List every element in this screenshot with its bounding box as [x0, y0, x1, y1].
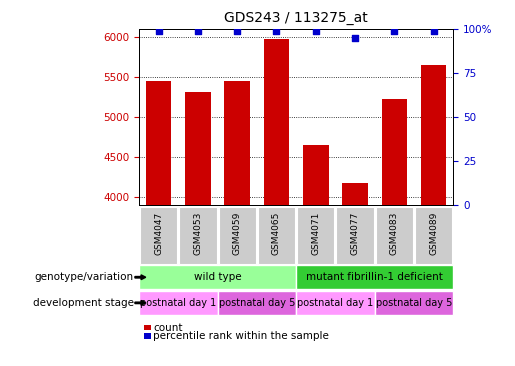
- Text: GSM4065: GSM4065: [272, 211, 281, 255]
- Text: GSM4053: GSM4053: [194, 211, 202, 255]
- Bar: [303, 145, 329, 205]
- Text: postnatal day 1: postnatal day 1: [140, 298, 216, 308]
- Bar: [297, 207, 334, 264]
- Text: GSM4047: GSM4047: [154, 211, 163, 255]
- Point: [272, 28, 281, 34]
- Text: postnatal day 5: postnatal day 5: [219, 298, 295, 308]
- Bar: [342, 183, 368, 205]
- Text: development stage: development stage: [33, 298, 134, 308]
- Bar: [296, 265, 453, 289]
- Text: genotype/variation: genotype/variation: [35, 272, 134, 282]
- Bar: [225, 81, 250, 205]
- Bar: [217, 291, 296, 315]
- Bar: [415, 207, 452, 264]
- Point: [312, 28, 320, 34]
- Point: [233, 28, 242, 34]
- Point: [351, 35, 359, 41]
- Bar: [140, 207, 177, 264]
- Bar: [264, 39, 289, 205]
- Point: [430, 28, 438, 34]
- Text: postnatal day 1: postnatal day 1: [297, 298, 373, 308]
- Bar: [336, 207, 374, 264]
- Text: mutant fibrillin-1 deficient: mutant fibrillin-1 deficient: [306, 272, 443, 282]
- Point: [154, 28, 163, 34]
- Bar: [139, 265, 296, 289]
- Text: postnatal day 5: postnatal day 5: [376, 298, 452, 308]
- Bar: [179, 207, 217, 264]
- Text: GSM4071: GSM4071: [311, 211, 320, 255]
- Point: [390, 28, 399, 34]
- Bar: [185, 92, 211, 205]
- Bar: [382, 99, 407, 205]
- Text: count: count: [153, 322, 183, 333]
- Bar: [258, 207, 295, 264]
- Bar: [421, 65, 447, 205]
- Bar: [139, 291, 217, 315]
- Text: GSM4089: GSM4089: [429, 211, 438, 255]
- Text: GSM4077: GSM4077: [351, 211, 359, 255]
- Bar: [375, 207, 413, 264]
- Bar: [146, 81, 171, 205]
- Text: GSM4083: GSM4083: [390, 211, 399, 255]
- Title: GDS243 / 113275_at: GDS243 / 113275_at: [224, 11, 368, 26]
- Text: wild type: wild type: [194, 272, 242, 282]
- Bar: [218, 207, 256, 264]
- Point: [194, 28, 202, 34]
- Bar: [296, 291, 375, 315]
- Text: GSM4059: GSM4059: [233, 211, 242, 255]
- Bar: [375, 291, 453, 315]
- Text: percentile rank within the sample: percentile rank within the sample: [153, 331, 330, 341]
